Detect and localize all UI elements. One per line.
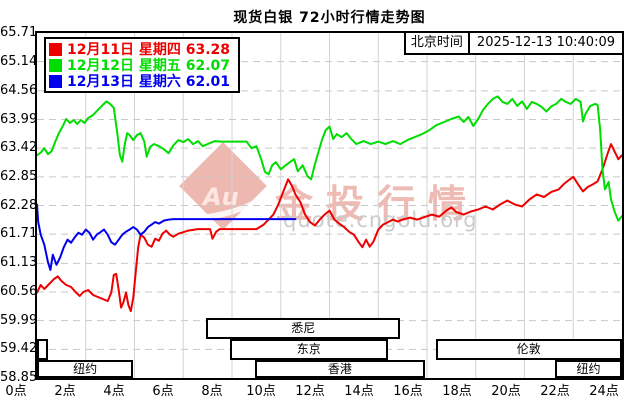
watermark-url-text: quote.cngold.org bbox=[283, 208, 478, 232]
y-axis-tick-label: 62.28 bbox=[0, 197, 38, 213]
y-axis-tick-label: 63.99 bbox=[0, 111, 38, 127]
x-axis-tick-label: 16点 bbox=[393, 384, 423, 399]
beijing-time-label: 北京时间 bbox=[406, 33, 470, 53]
x-axis-tick-label: 4点 bbox=[103, 384, 125, 399]
legend-item: 12月13日 星期六 62.01 bbox=[49, 73, 230, 90]
y-axis-tick-label: 58.85 bbox=[0, 370, 38, 385]
x-axis-tick-label: 2点 bbox=[54, 384, 76, 399]
x-axis-tick-label: 24点 bbox=[589, 384, 619, 399]
y-axis-tick-label: 64.56 bbox=[0, 82, 38, 98]
x-axis-tick-label: 18点 bbox=[442, 384, 472, 399]
legend-box: 12月11日 星期四 63.28 12月12日 星期五 62.07 12月13日 星… bbox=[44, 37, 240, 93]
watermark-au-text: Au bbox=[203, 183, 239, 211]
y-axis-tick-label: 59.99 bbox=[0, 312, 38, 328]
legend-color-swatch bbox=[49, 74, 62, 88]
y-axis-tick-label: 61.71 bbox=[0, 226, 38, 242]
x-axis-tick-label: 22点 bbox=[540, 384, 570, 399]
y-axis-tick-label: 63.42 bbox=[0, 140, 38, 156]
session-box-partial bbox=[37, 339, 48, 360]
y-axis-tick-label: 60.56 bbox=[0, 284, 38, 299]
legend-item: 12月11日 星期四 63.28 bbox=[49, 41, 230, 58]
beijing-time-box: 北京时间 2025-12-13 10:40:09 bbox=[403, 33, 622, 55]
x-axis-tick-label: 0点 bbox=[5, 384, 27, 399]
session-box: 纽约 bbox=[37, 360, 134, 378]
session-box: 东京 bbox=[229, 339, 388, 360]
session-box: 悉尼 bbox=[206, 318, 401, 339]
session-box: 伦敦 bbox=[435, 339, 622, 360]
legend-color-swatch bbox=[49, 58, 62, 72]
price-line bbox=[37, 203, 297, 271]
x-axis-tick-label: 12点 bbox=[295, 384, 325, 399]
legend-label: 12月13日 星期六 62.01 bbox=[67, 74, 230, 90]
x-axis-tick-label: 8点 bbox=[201, 384, 223, 399]
y-axis-tick-label: 61.13 bbox=[0, 255, 38, 271]
y-axis-tick-label: 65.71 bbox=[0, 25, 38, 40]
x-axis-tick-label: 6点 bbox=[152, 384, 174, 399]
legend-color-swatch bbox=[49, 42, 62, 56]
x-axis-tick-label: 20点 bbox=[491, 384, 521, 399]
legend-label: 12月11日 星期四 63.28 bbox=[67, 42, 230, 58]
x-axis-tick-label: 14点 bbox=[344, 384, 374, 399]
x-axis-tick-label: 10点 bbox=[246, 384, 276, 399]
y-axis-tick-label: 62.85 bbox=[0, 168, 38, 184]
y-axis-tick-label: 65.14 bbox=[0, 53, 38, 69]
session-box: 纽约 bbox=[554, 360, 622, 378]
session-box: 香港 bbox=[255, 360, 425, 378]
y-axis-tick-label: 59.42 bbox=[0, 341, 38, 357]
chart-title: 现货白银 72小时行情走势图 bbox=[233, 10, 426, 26]
timestamp-value: 2025-12-13 10:40:09 bbox=[476, 35, 615, 50]
